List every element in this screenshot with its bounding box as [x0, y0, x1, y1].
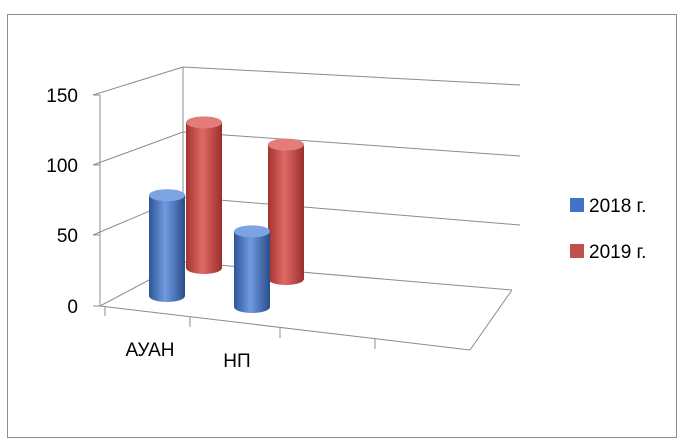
gridline [182, 66, 521, 86]
bar-body [186, 122, 222, 275]
y-tick-label: 0 [67, 297, 78, 318]
bar-АУАН-2019 г. [186, 116, 222, 275]
bar-body [149, 195, 185, 302]
floor-right-edge [469, 289, 513, 351]
legend: 2018 г. 2019 г. [570, 196, 646, 263]
plot-area [92, 66, 521, 351]
legend-label-2019: 2019 г. [589, 242, 646, 263]
gridline [182, 131, 521, 157]
legend-swatch-2018 [570, 198, 584, 212]
bar-top [149, 189, 185, 202]
x-category-label: АУАН [125, 340, 174, 361]
side-depth-top [92, 66, 184, 96]
side-depth-mid1 [92, 131, 184, 166]
bar-НП-2019 г. [268, 138, 304, 285]
bar-top [268, 138, 304, 151]
legend-swatch-2019 [570, 244, 584, 258]
gridline [182, 196, 521, 226]
bar-body [268, 144, 304, 285]
bar-НП-2018 г. [234, 225, 270, 313]
bar-top [186, 116, 222, 129]
bar-body [234, 231, 270, 313]
y-tick-label: 100 [46, 156, 78, 177]
legend-label-2018: 2018 г. [589, 196, 646, 217]
back-floor-edge [182, 261, 513, 291]
chart-frame [7, 14, 677, 438]
bar-АУАН-2018 г. [149, 189, 185, 302]
y-tick-label: 50 [57, 226, 78, 247]
floor-front-edge [99, 305, 471, 351]
x-category-label: НП [223, 351, 250, 372]
bar-top [234, 225, 270, 238]
y-tick-label: 150 [46, 86, 78, 107]
